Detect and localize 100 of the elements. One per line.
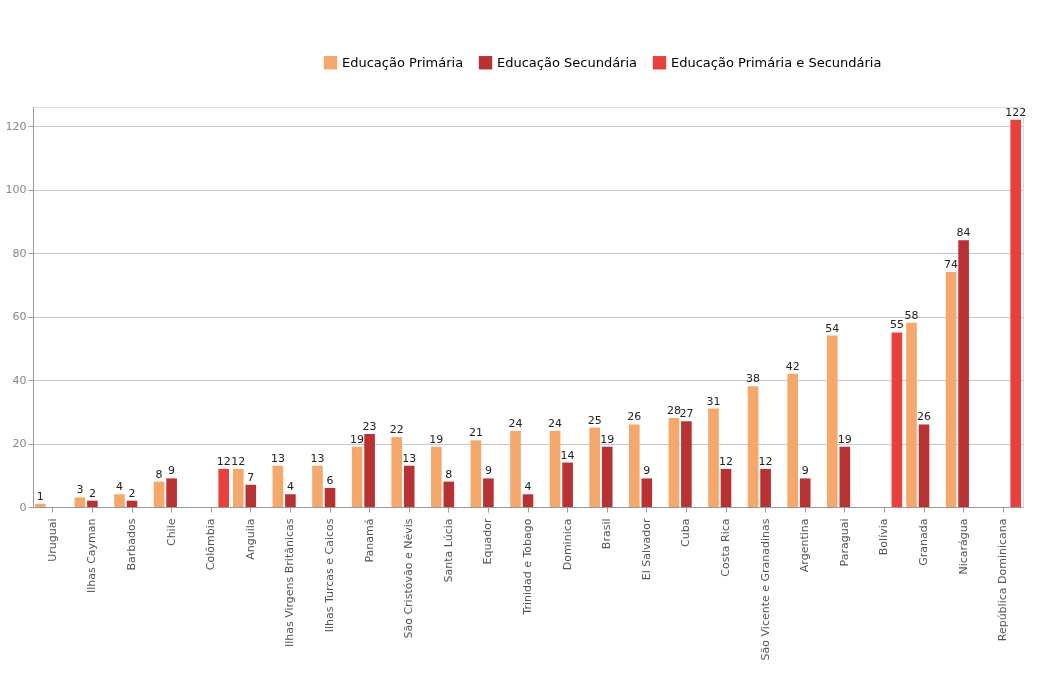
bar: [87, 500, 98, 507]
data-label: 26: [917, 410, 931, 424]
bar: [245, 484, 257, 507]
bar: [114, 494, 125, 507]
x-tick-label: Cuba: [679, 518, 693, 547]
x-tick-label: Paraguai: [837, 518, 851, 567]
bar: [720, 468, 732, 507]
bar: [232, 468, 244, 507]
x-tick-label: Anguila: [243, 518, 257, 560]
x-tick-label: Granada: [917, 518, 930, 566]
bar: [272, 465, 284, 507]
legend-label: Educação Secundária: [497, 54, 638, 70]
data-label: 38: [746, 372, 761, 386]
data-label: 4: [115, 480, 123, 494]
data-label: 7: [247, 470, 255, 484]
data-label: 19: [837, 432, 852, 446]
bar: [351, 446, 363, 507]
data-label: 13: [310, 451, 325, 465]
data-label: 42: [785, 359, 800, 373]
bar: [312, 465, 323, 507]
bar: [403, 465, 415, 507]
legend-label: Educação Primária: [342, 54, 464, 70]
bar: [681, 421, 692, 507]
bar: [839, 446, 851, 507]
data-label: 12: [758, 454, 773, 468]
x-tick-label: Chile: [164, 518, 178, 547]
bar: [391, 437, 403, 507]
x-tick-label: Uruguai: [45, 518, 59, 562]
data-label: 4: [286, 480, 294, 494]
x-tick-label: São Cristóvão e Névis: [402, 518, 416, 639]
x-tick-label: Colômbia: [204, 518, 218, 571]
x-tick-label: São Vicente e Granadinas: [758, 518, 772, 661]
x-tick-label: El Salvador: [639, 518, 653, 581]
bar: [918, 424, 930, 507]
x-tick-label: República Dominicana: [996, 518, 1010, 642]
data-label: 58: [904, 308, 919, 322]
data-label: 8: [155, 467, 163, 481]
y-tick-label: 80: [12, 246, 27, 260]
data-label: 2: [128, 486, 136, 500]
data-label: 9: [484, 464, 492, 478]
x-tick-label: Brasil: [600, 518, 614, 550]
data-label: 1: [36, 489, 44, 503]
x-tick-label: Barbados: [125, 518, 138, 571]
bar: [906, 322, 917, 507]
data-label: 14: [560, 448, 575, 462]
y-tick-label: 40: [12, 373, 27, 387]
bar: [601, 446, 613, 507]
data-label: 26: [627, 410, 642, 424]
bar: [364, 433, 375, 507]
data-label: 31: [706, 394, 721, 408]
data-label: 13: [402, 451, 417, 465]
data-label: 12: [216, 454, 231, 468]
bar: [747, 386, 759, 507]
data-label: 23: [362, 419, 377, 433]
data-label: 84: [956, 226, 971, 240]
bar: [958, 240, 969, 507]
bar: [891, 332, 903, 507]
bar: [34, 503, 46, 507]
bar: [708, 408, 719, 507]
bar: [760, 468, 771, 507]
bar: [945, 272, 957, 507]
bar: [470, 440, 482, 507]
bar: [443, 481, 455, 507]
x-tick-label: Panamá: [362, 518, 376, 563]
y-tick-label: 20: [12, 437, 27, 451]
legend-label: Educação Primária e Secundária: [671, 54, 882, 70]
data-label: 74: [944, 258, 959, 272]
data-label: 12: [719, 454, 733, 468]
x-tick-label: Costa Rica: [719, 518, 732, 577]
y-tick-label: 120: [5, 119, 27, 133]
data-label: 28: [666, 404, 681, 418]
data-label: 27: [679, 407, 694, 421]
bar: [74, 497, 86, 507]
bar: [522, 494, 534, 507]
data-label: 12: [231, 454, 246, 468]
bar: [826, 335, 838, 507]
data-label: 13: [270, 451, 285, 465]
data-label: 19: [429, 432, 444, 446]
bar: [324, 487, 336, 507]
bar: [589, 427, 601, 507]
data-label: 9: [168, 464, 176, 478]
data-label: 24: [508, 416, 523, 430]
data-label: 24: [548, 416, 563, 430]
data-label: 4: [524, 480, 532, 494]
x-tick-label: Argentina: [798, 518, 812, 573]
bar: [285, 494, 296, 507]
data-label: 21: [468, 426, 483, 440]
bar: [166, 478, 177, 507]
y-tick-label: 60: [12, 310, 27, 324]
bar: [549, 430, 561, 507]
data-label: 19: [350, 432, 365, 446]
x-tick-label: Equador: [481, 518, 495, 565]
bar: [483, 478, 494, 507]
y-tick-label: 0: [19, 500, 27, 514]
x-tick-label: Ilhas Turcas e Caicos: [323, 518, 336, 633]
bar: [562, 462, 573, 507]
bar: [641, 478, 653, 507]
bar: [126, 500, 138, 507]
data-label: 19: [600, 432, 615, 446]
x-tick-label: Santa Lúcia: [441, 518, 455, 583]
